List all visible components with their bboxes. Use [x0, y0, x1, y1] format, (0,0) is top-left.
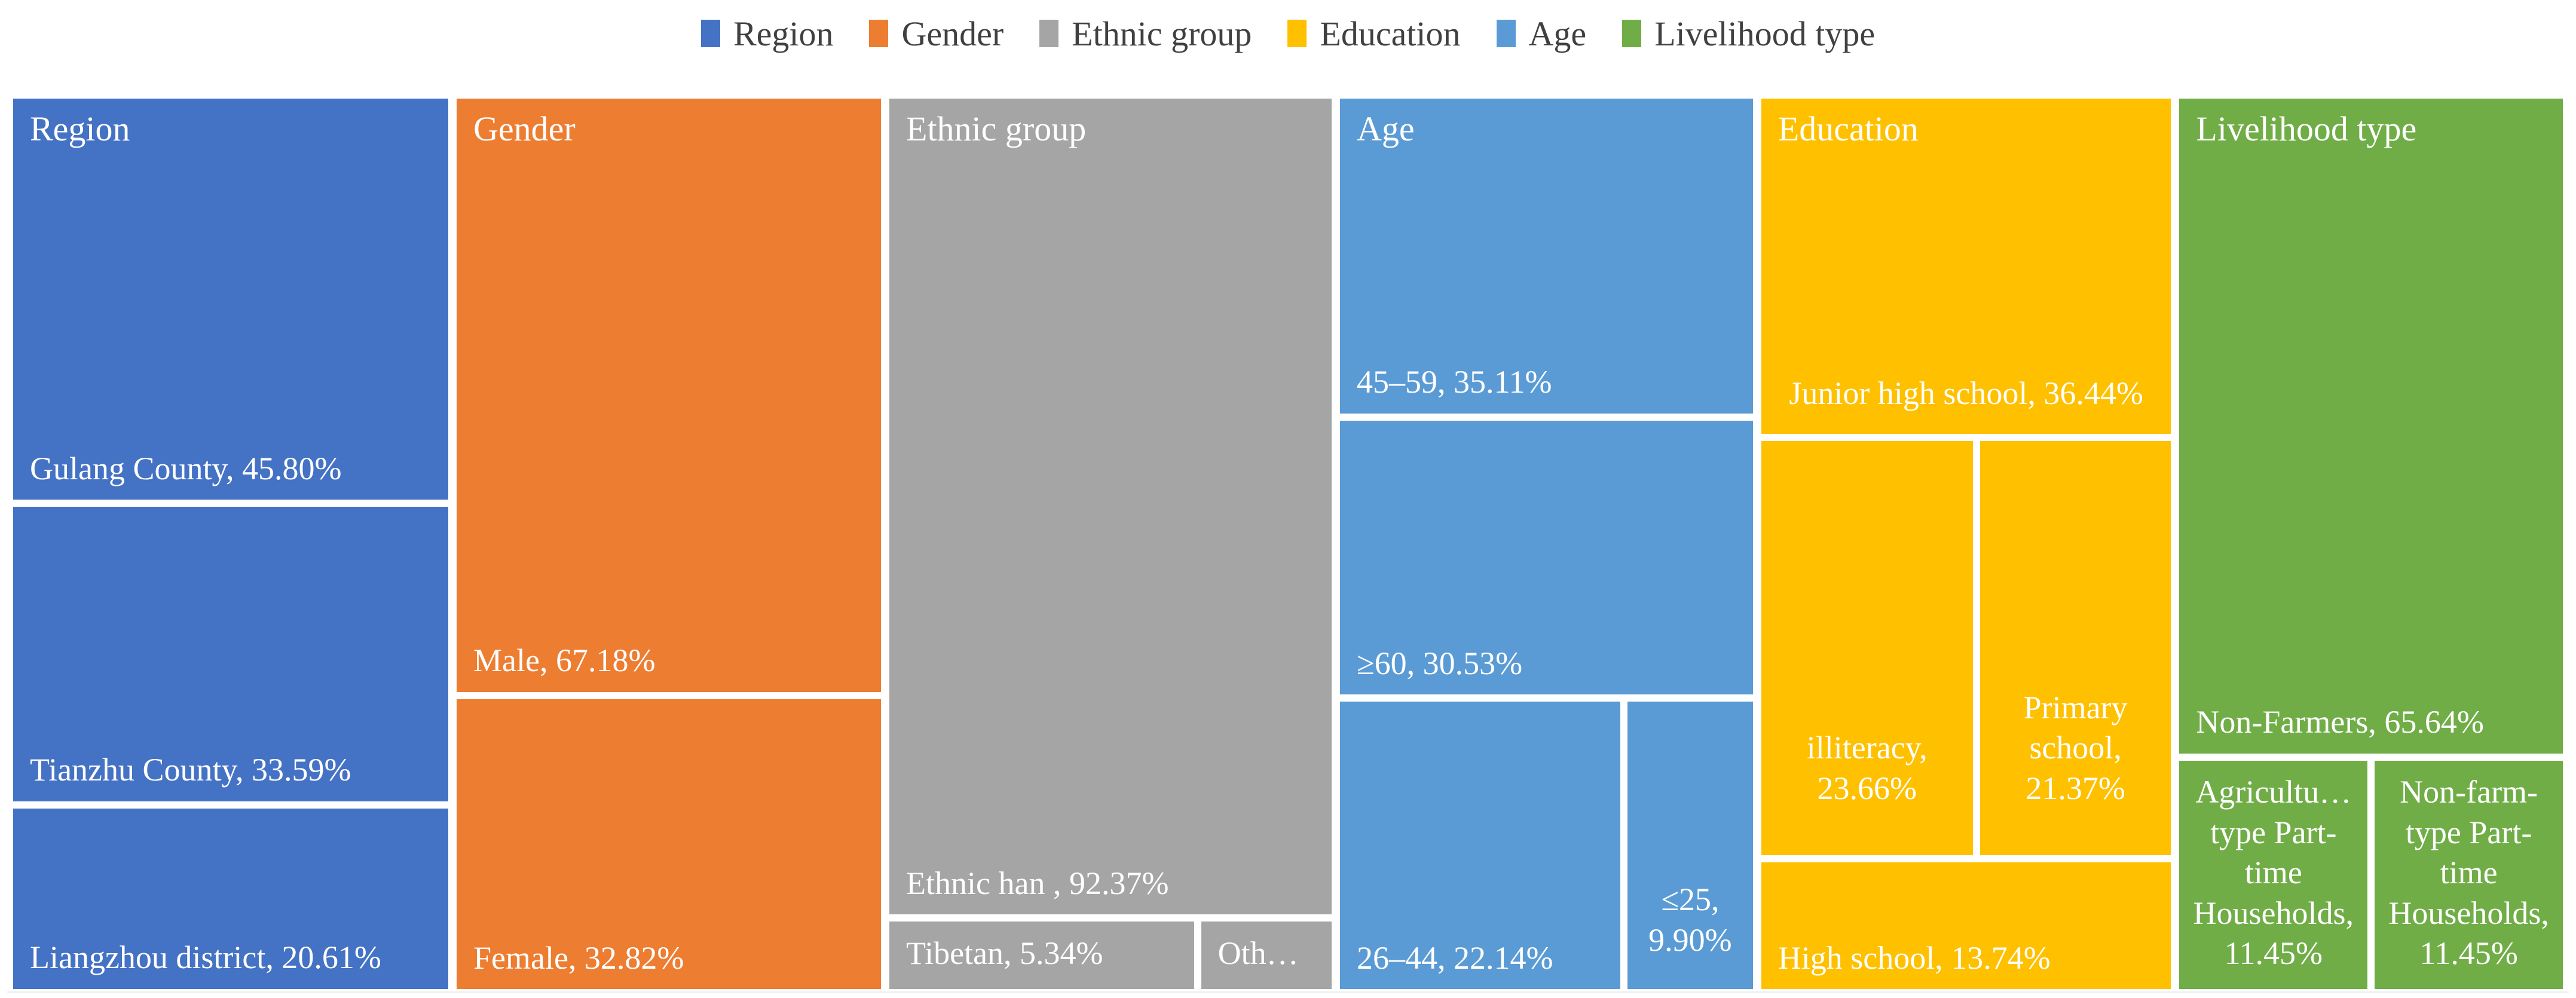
ethnic-bottom-row: Tibetan, 5.34% Oth… [889, 922, 1332, 989]
column-gender: Gender Male, 67.18% Female, 32.82% [456, 99, 882, 989]
block-label-age-60-plus: ≥60, 30.53% [1356, 645, 1523, 681]
block-label-age-26-44: 26–44, 22.14% [1356, 939, 1553, 976]
livelihood-bottom-row: Agricultu… type Part-time Households, 11… [2179, 760, 2563, 989]
block-female: Female, 32.82% [456, 699, 882, 989]
legend-item-livelihood-type: Livelihood type [1622, 14, 1875, 54]
block-liangzhou-district: Liangzhou district, 20.61% [13, 808, 448, 989]
block-label-liangzhou-district: Liangzhou district, 20.61% [30, 939, 381, 976]
legend-marker-age [1496, 20, 1516, 47]
block-label-non-farm-part-time: Non-farm-type Part-time Households, 11.4… [2388, 774, 2549, 972]
block-label-tianzhu-county: Tianzhu County, 33.59% [30, 752, 351, 788]
category-header-education: Education [1777, 109, 1919, 148]
legend-item-gender: Gender [869, 14, 1004, 54]
age-bottom-row: 26–44, 22.14% ≤25, 9.90% [1339, 702, 1753, 989]
legend-marker-region [700, 20, 720, 47]
block-non-farmers: Livelihood type Non-Farmers, 65.64% [2179, 99, 2563, 754]
column-age: Age 45–59, 35.11% ≥60, 30.53% 26–44, 22.… [1339, 99, 1753, 989]
category-header-ethnic-group: Ethnic group [906, 109, 1087, 148]
block-label-age-45-59: 45–59, 35.11% [1356, 364, 1552, 400]
block-label-high-school: High school, 13.74% [1777, 939, 2051, 976]
block-label-primary-school: Primary school, 21.37% [2023, 689, 2128, 806]
column-ethnic-group: Ethnic group Ethnic han , 92.37% Tibetan… [889, 99, 1332, 989]
column-region: Region Gulang County, 45.80% Tianzhu Cou… [13, 99, 448, 989]
legend-item-ethnic-group: Ethnic group [1039, 14, 1252, 54]
block-label-junior-high-school: Junior high school, 36.44% [1789, 375, 2143, 411]
block-others: Oth… [1201, 922, 1332, 989]
education-middle-row: illiteracy, 23.66% Primary school, 21.37… [1761, 441, 2171, 856]
block-high-school: High school, 13.74% [1761, 862, 2171, 989]
block-label-ethnic-han: Ethnic han , 92.37% [906, 865, 1169, 901]
block-label-age-25-minus: ≤25, 9.90% [1648, 881, 1732, 958]
block-label-others: Oth… [1217, 935, 1299, 971]
plot-area-border [7, 991, 2569, 993]
block-label-tibetan: Tibetan, 5.34% [906, 935, 1103, 971]
block-age-60-plus: ≥60, 30.53% [1339, 420, 1753, 695]
legend-marker-ethnic-group [1039, 20, 1059, 47]
legend-label: Livelihood type [1654, 14, 1876, 53]
block-label-illiteracy: illiteracy, 23.66% [1806, 730, 1928, 806]
column-livelihood-type: Livelihood type Non-Farmers, 65.64% Agri… [2179, 99, 2563, 989]
block-primary-school: Primary school, 21.37% [1980, 441, 2171, 856]
block-ethnic-han: Ethnic group Ethnic han , 92.37% [889, 99, 1332, 915]
legend-item-education: Education [1287, 14, 1461, 54]
block-label-female: Female, 32.82% [473, 939, 684, 976]
block-non-farm-part-time: Non-farm-type Part-time Households, 11.4… [2375, 760, 2563, 989]
legend: Region Gender Ethnic group Education Age… [0, 5, 2576, 62]
legend-label: Region [733, 14, 834, 53]
block-label-agricultural-part-time: Agricultu… type Part-time Households, 11… [2193, 774, 2354, 972]
category-header-livelihood-type: Livelihood type [2196, 109, 2417, 148]
block-label-male: Male, 67.18% [473, 642, 656, 679]
category-header-gender: Gender [473, 109, 576, 148]
category-header-age: Age [1356, 109, 1415, 148]
block-age-26-44: 26–44, 22.14% [1339, 702, 1621, 989]
legend-label: Age [1528, 14, 1587, 53]
legend-item-age: Age [1496, 14, 1587, 54]
legend-item-region: Region [700, 14, 834, 54]
legend-marker-education [1287, 20, 1307, 47]
legend-marker-livelihood-type [1622, 20, 1642, 47]
legend-label: Gender [901, 14, 1004, 53]
legend-marker-gender [869, 20, 889, 47]
block-junior-high-school: Education Junior high school, 36.44% [1761, 99, 2171, 434]
block-label-gulang-county: Gulang County, 45.80% [30, 450, 342, 486]
column-education: Education Junior high school, 36.44% ill… [1761, 99, 2171, 989]
block-agricultural-part-time: Agricultu… type Part-time Households, 11… [2179, 760, 2368, 989]
block-age-25-minus: ≤25, 9.90% [1627, 702, 1753, 989]
block-illiteracy: illiteracy, 23.66% [1761, 441, 1973, 856]
block-tianzhu-county: Tianzhu County, 33.59% [13, 507, 448, 801]
block-tibetan: Tibetan, 5.34% [889, 922, 1194, 989]
block-age-45-59: Age 45–59, 35.11% [1339, 99, 1753, 414]
block-male: Gender Male, 67.18% [456, 99, 882, 692]
legend-label: Ethnic group [1072, 14, 1252, 53]
category-header-region: Region [30, 109, 130, 148]
treemap-chart: Region Gulang County, 45.80% Tianzhu Cou… [13, 99, 2563, 989]
legend-label: Education [1320, 14, 1461, 53]
block-label-non-farmers: Non-Farmers, 65.64% [2196, 704, 2484, 740]
block-gulang-county: Region Gulang County, 45.80% [13, 99, 448, 500]
